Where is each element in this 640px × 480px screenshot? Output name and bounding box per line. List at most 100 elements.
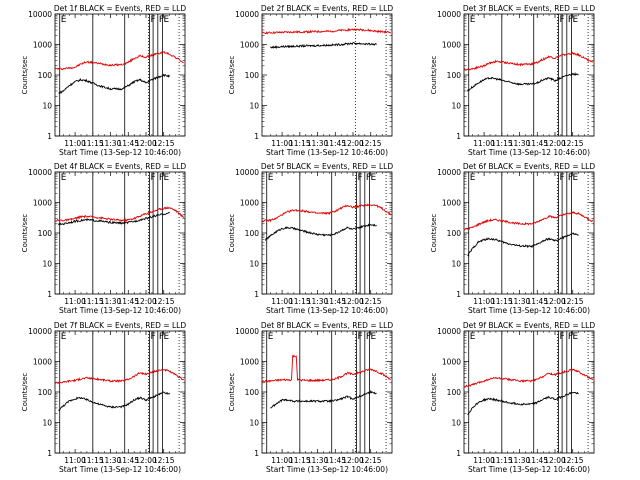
series-line-lld [464, 368, 594, 388]
y-tick-label: 1000 [240, 358, 259, 367]
series-line-events [270, 389, 377, 409]
series-line-events [58, 391, 170, 411]
series-line-lld [262, 27, 392, 35]
time-marker-label: E [573, 15, 579, 25]
x-tick-label: 11:15 [491, 139, 513, 148]
x-axis-label: Start Time (13-Sep-12 10:46:00) [266, 148, 388, 157]
x-tick-label: 11:45 [526, 139, 548, 148]
x-tick-label: 12:00 [135, 297, 157, 306]
x-tick-label: 11:45 [324, 456, 346, 465]
x-tick-label: 12:15 [562, 297, 584, 306]
y-axis-label: Counts/sec [21, 56, 29, 95]
x-tick-label: 12:00 [544, 139, 566, 148]
y-tick-label: 1000 [33, 358, 52, 367]
y-axis-label: Counts/sec [228, 214, 236, 253]
x-tick-label: 12:15 [360, 139, 382, 148]
time-marker-label: E [470, 173, 476, 183]
panel-title: Det 9f BLACK = Events, RED = LLD [463, 321, 596, 330]
x-tick-label: 12:00 [544, 297, 566, 306]
y-tick-label: 10000 [437, 327, 461, 336]
plot-frame [54, 330, 186, 454]
x-tick-label: 11:00 [64, 297, 86, 306]
y-tick-label: 10 [42, 419, 52, 428]
panel-title: Det 5f BLACK = Events, RED = LLD [261, 162, 394, 171]
chart-panel: Det 6f BLACK = Events, RED = LLD 1 10 100 10… [430, 162, 595, 315]
x-tick-label: 11:00 [271, 456, 293, 465]
time-marker-label: E [470, 15, 476, 25]
y-tick-label: 10 [249, 419, 259, 428]
panel-title: Det 6f BLACK = Events, RED = LLD [463, 162, 596, 171]
panel-title: Det 8f BLACK = Events, RED = LLD [261, 321, 394, 330]
x-tick-label: 11:45 [324, 297, 346, 306]
x-axis-label: Start Time (13-Sep-12 10:46:00) [266, 465, 388, 474]
y-tick-label: 100 [38, 229, 53, 238]
x-tick-label: 11:15 [289, 297, 311, 306]
y-tick-label: 10000 [28, 168, 52, 177]
panel-title: Det 3f BLACK = Events, RED = LLD [463, 4, 596, 13]
y-tick-label: 100 [38, 71, 53, 80]
y-tick-label: 10000 [235, 168, 259, 177]
y-tick-label: 10 [42, 102, 52, 111]
y-axis-label: Counts/sec [430, 214, 438, 253]
y-tick-label: 10000 [437, 168, 461, 177]
x-tick-label: 11:30 [509, 139, 531, 148]
chart-panel: Det 9f BLACK = Events, RED = LLD 1 10 100 10… [430, 321, 595, 474]
series-line-lld [464, 51, 594, 72]
x-tick-label: 11:00 [64, 139, 86, 148]
y-tick-label: 1 [47, 449, 52, 458]
chart-panel: Det 2f BLACK = Events, RED = LLD 1 10 100 10… [228, 4, 393, 157]
y-axis-label: Counts/sec [430, 56, 438, 95]
x-tick-label: 12:15 [562, 139, 584, 148]
x-axis-label: Start Time (13-Sep-12 10:46:00) [59, 306, 181, 315]
y-tick-label: 100 [447, 71, 462, 80]
x-tick-label: 12:15 [562, 456, 584, 465]
y-tick-label: 1000 [240, 199, 259, 208]
y-tick-label: 100 [38, 388, 53, 397]
panel-title: Det 1f BLACK = Events, RED = LLD [54, 4, 187, 13]
y-tick-label: 1 [254, 132, 259, 141]
y-tick-label: 1000 [442, 358, 461, 367]
x-tick-label: 11:45 [117, 297, 139, 306]
x-tick-label: 11:45 [526, 297, 548, 306]
series-line-lld [262, 203, 391, 223]
time-marker-label: E [164, 332, 170, 342]
time-marker-label: E [61, 15, 67, 25]
time-marker-label: E [164, 173, 170, 183]
x-tick-label: 11:30 [307, 456, 329, 465]
x-tick-label: 11:30 [307, 297, 329, 306]
x-tick-label: 12:00 [135, 139, 157, 148]
x-tick-label: 11:00 [271, 297, 293, 306]
x-tick-label: 12:15 [360, 297, 382, 306]
y-tick-label: 1000 [442, 199, 461, 208]
x-tick-label: 12:00 [342, 139, 364, 148]
y-tick-label: 10000 [28, 327, 52, 336]
x-tick-label: 11:00 [473, 297, 495, 306]
x-axis-label: Start Time (13-Sep-12 10:46:00) [59, 465, 181, 474]
y-axis-label: Counts/sec [228, 56, 236, 95]
y-tick-label: 100 [447, 388, 462, 397]
time-marker-label: F [568, 332, 573, 342]
x-axis-label: Start Time (13-Sep-12 10:46:00) [59, 148, 181, 157]
x-tick-label: 12:15 [153, 139, 175, 148]
x-tick-label: 11:15 [82, 456, 104, 465]
series-line-events [467, 71, 579, 92]
x-axis-label: Start Time (13-Sep-12 10:46:00) [468, 148, 590, 157]
x-axis-label: Start Time (13-Sep-12 10:46:00) [266, 306, 388, 315]
x-tick-label: 11:45 [324, 139, 346, 148]
x-tick-label: 11:15 [82, 297, 104, 306]
series-line-events [467, 391, 579, 415]
y-tick-label: 100 [245, 71, 260, 80]
x-tick-label: 11:30 [509, 297, 531, 306]
y-tick-label: 10 [451, 102, 461, 111]
y-tick-label: 1 [456, 290, 461, 299]
y-tick-label: 100 [447, 229, 462, 238]
x-tick-label: 11:30 [100, 456, 122, 465]
x-tick-label: 12:00 [135, 456, 157, 465]
panel-title: Det 4f BLACK = Events, RED = LLD [54, 162, 187, 171]
y-tick-label: 1 [254, 449, 259, 458]
x-tick-label: 11:30 [100, 297, 122, 306]
x-axis-label: Start Time (13-Sep-12 10:46:00) [468, 465, 590, 474]
y-tick-label: 10 [451, 419, 461, 428]
x-tick-label: 11:15 [491, 456, 513, 465]
